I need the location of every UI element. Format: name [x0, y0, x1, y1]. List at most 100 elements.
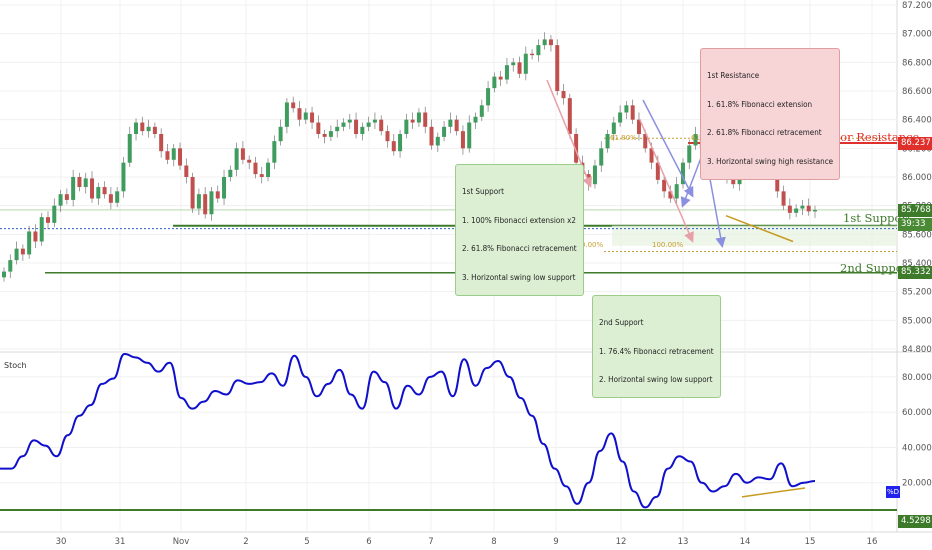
candle-body [460, 131, 465, 149]
price-tick-label: 87.200 [902, 1, 932, 11]
stoch-line [0, 352, 816, 509]
first-support-zone [612, 225, 897, 246]
candle-body [297, 108, 302, 120]
candle-body [39, 217, 44, 242]
candles [2, 32, 817, 282]
candle-body [278, 126, 283, 142]
candle-body [121, 162, 126, 192]
candle-body [523, 53, 528, 74]
candle-body [592, 165, 597, 185]
candle-body [454, 119, 459, 132]
candle-body [152, 126, 157, 134]
stoch-tick-label: 80.0000 [902, 373, 932, 383]
candle-body [643, 134, 648, 149]
time-tick-label: 14 [740, 537, 751, 547]
candle-body [605, 134, 610, 149]
time-tick-label: 13 [678, 537, 689, 547]
candle-body [102, 187, 107, 195]
candle-body [259, 174, 264, 177]
time-tick-label: 8 [491, 537, 496, 547]
candle-body [787, 205, 792, 213]
candle-body [781, 191, 786, 206]
time-tick-label: 2 [243, 537, 248, 547]
candle-body [806, 205, 811, 212]
candle-body [542, 39, 547, 46]
candle-body [284, 102, 289, 127]
candle-body [247, 159, 252, 163]
candle-body [90, 178, 95, 199]
candle-body [567, 98, 572, 134]
candle-body [178, 148, 183, 166]
candle-body [693, 134, 698, 146]
price-tick-label: 85.400 [902, 259, 932, 269]
candle-body [316, 122, 321, 134]
note-line: 3. Horizontal swing low support [462, 272, 576, 282]
candle-body [561, 91, 566, 99]
candle-body [77, 177, 82, 188]
stoch-tick-label: 60.0000 [902, 408, 932, 418]
candle-body [184, 165, 189, 177]
candle-body [71, 177, 76, 200]
major-resistance-label: Major Resistance [818, 130, 920, 144]
candle-body [574, 134, 579, 163]
candle-body [234, 148, 239, 170]
candle-body [435, 136, 440, 146]
candle-body [498, 76, 503, 80]
candle-body [404, 119, 409, 134]
candle-body [83, 178, 88, 188]
stoch-axis-ticks: 80.0000 60.0000 40.0000 20.0000 [902, 373, 932, 489]
note-title: 2nd Support [599, 318, 644, 327]
second-support-note: 2nd Support 1. 76.4% Fibonacci retraceme… [592, 295, 721, 398]
price-tick-label: 86.400 [902, 116, 932, 126]
candle-body [272, 141, 277, 163]
stoch-trendline [741, 487, 806, 498]
first-support-label: 1st Support [843, 211, 912, 225]
candle-body [800, 205, 805, 209]
candle-body [253, 162, 258, 175]
candle-body [14, 248, 19, 261]
candle-body [680, 162, 685, 185]
candle-body [391, 141, 396, 152]
candle-body [335, 126, 340, 132]
candle-body [636, 119, 641, 134]
candle-body [649, 148, 654, 163]
time-tick-label: 15 [805, 537, 816, 547]
fib-label-1: 61.80% [610, 134, 637, 142]
candle-body [618, 112, 623, 123]
candle-body [159, 134, 164, 152]
candle-body [33, 231, 38, 242]
first-resistance-note: 1st Resistance 1. 61.8% Fibonacci extens… [700, 48, 841, 180]
candle-body [190, 177, 195, 209]
candle-body [630, 105, 635, 120]
candle-body [467, 122, 472, 149]
candle-body [366, 122, 371, 127]
time-tick-label: 30 [56, 537, 67, 547]
candle-body [555, 45, 560, 91]
candle-body [96, 187, 101, 199]
time-tick-label: 6 [366, 537, 371, 547]
price-tick-label: 85.200 [902, 288, 932, 298]
candle-body [303, 112, 308, 120]
candle-body [429, 126, 434, 146]
note-line: 1. 100% Fibonacci extension x2 [462, 215, 576, 225]
candle-body [215, 191, 220, 199]
candle-body [134, 122, 139, 134]
candle-body [171, 148, 176, 160]
stoch-tick-label: 40.0000 [902, 443, 932, 453]
candle-body [291, 102, 296, 109]
candle-body [146, 126, 151, 132]
candle-body [662, 179, 667, 192]
stochastic-oscillator [0, 352, 897, 512]
candle-body [360, 126, 365, 134]
candle-body [228, 169, 233, 177]
candle-body [115, 191, 120, 203]
candle-body [203, 194, 208, 215]
second-support-price-tag: 85.332 [898, 266, 932, 279]
candle-body [423, 112, 428, 127]
candle-body [58, 194, 63, 206]
price-tick-label: 86.000 [902, 173, 932, 183]
candle-body [511, 62, 516, 66]
candle-body [322, 134, 327, 137]
candle-body [448, 119, 453, 127]
